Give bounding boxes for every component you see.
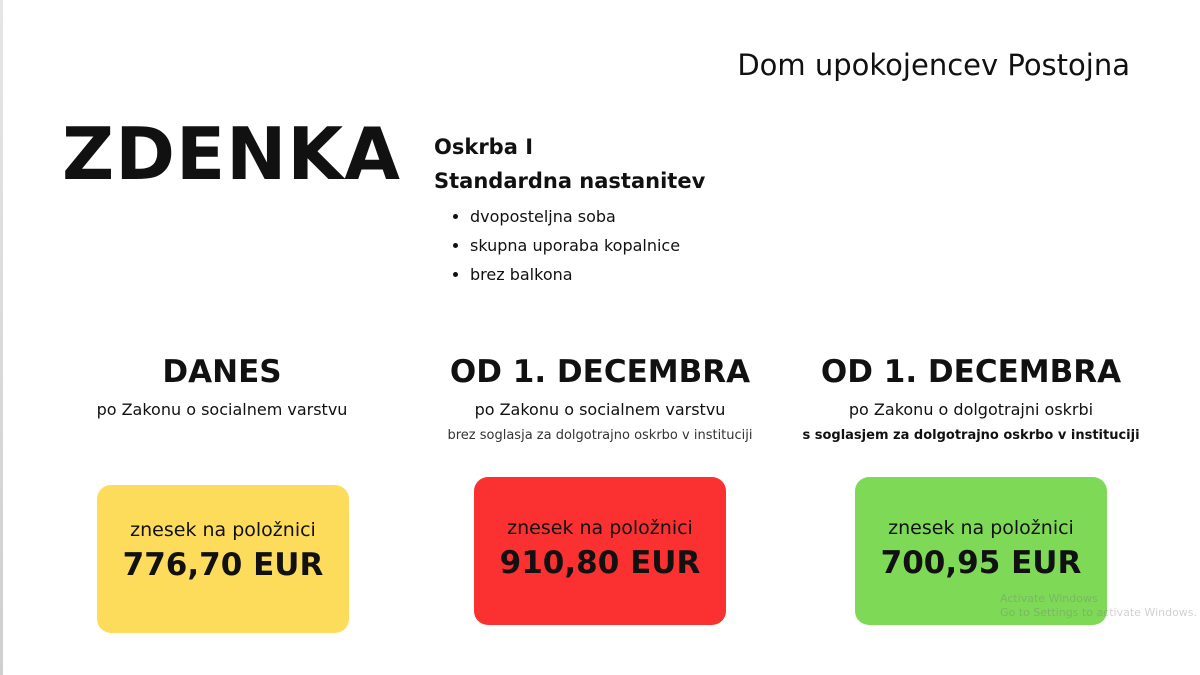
windows-activation-watermark: Activate Windows Go to Settings to activ… — [1000, 592, 1197, 620]
amount-value: 910,80 EUR — [499, 545, 701, 581]
amount-box-december-social: znesek na položnici 910,80 EUR — [474, 477, 726, 625]
care-level: Oskrba I — [434, 135, 534, 159]
column-law: po Zakonu o socialnem varstvu — [96, 400, 348, 419]
slide-edge — [0, 0, 3, 675]
feature-list: dvoposteljna soba skupna uporaba kopalni… — [434, 202, 705, 289]
column-december-social: OD 1. DECEMBRA po Zakonu o socialnem var… — [410, 352, 790, 443]
column-note: brez soglasja za dolgotrajno oskrbo v in… — [447, 428, 753, 443]
box-label: znesek na položnici — [507, 517, 693, 539]
column-december-ltc: OD 1. DECEMBRA po Zakonu o dolgotrajni o… — [781, 352, 1161, 443]
box-label: znesek na položnici — [130, 519, 316, 541]
watermark-line: Activate Windows — [1000, 592, 1098, 605]
amount-box-today: znesek na položnici 776,70 EUR — [97, 485, 349, 633]
list-item: skupna uporaba kopalnice — [470, 231, 705, 260]
person-name: ZDENKA — [62, 112, 401, 196]
column-heading: OD 1. DECEMBRA — [820, 354, 1122, 390]
column-today: DANES po Zakonu o socialnem varstvu — [32, 352, 412, 419]
organization-title: Dom upokojencev Postojna — [737, 48, 1130, 82]
list-item: dvoposteljna soba — [470, 202, 705, 231]
accommodation-type: Standardna nastanitev — [434, 169, 706, 193]
amount-box-december-ltc: znesek na položnici 700,95 EUR — [855, 477, 1107, 625]
watermark-line: Go to Settings to activate Windows. — [1000, 606, 1198, 619]
amount-value: 776,70 EUR — [122, 547, 324, 583]
list-item: brez balkona — [470, 260, 705, 289]
column-heading: DANES — [162, 354, 282, 390]
column-heading: OD 1. DECEMBRA — [449, 354, 751, 390]
column-law: po Zakonu o dolgotrajni oskrbi — [848, 400, 1094, 419]
amount-value: 700,95 EUR — [880, 545, 1082, 581]
column-law: po Zakonu o socialnem varstvu — [474, 400, 726, 419]
box-label: znesek na položnici — [888, 517, 1074, 539]
column-note: s soglasjem za dolgotrajno oskrbo v inst… — [802, 428, 1140, 443]
care-details: Oskrba I Standardna nastanitev dvopostel… — [434, 130, 705, 289]
